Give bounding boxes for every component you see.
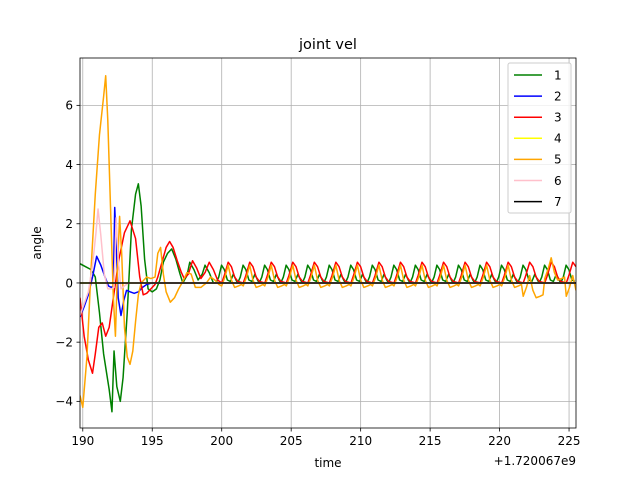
x-tick-label: 225: [558, 434, 581, 448]
y-axis-label: angle: [30, 226, 44, 259]
legend-label-3: 3: [554, 111, 562, 125]
y-tick-label: −4: [55, 395, 73, 409]
plot-frame: [79, 57, 577, 429]
x-tick-label: 205: [280, 434, 303, 448]
x-tick-label: 220: [488, 434, 511, 448]
x-axis-label: time: [314, 456, 341, 470]
legend-label-1: 1: [554, 68, 562, 82]
legend-label-7: 7: [554, 195, 562, 209]
x-tick-label: 195: [141, 434, 164, 448]
y-tick-label: 6: [65, 99, 73, 113]
y-tick-label: 0: [65, 276, 73, 290]
y-tick-label: 2: [65, 217, 73, 231]
axis-ticks: 190 195 200 205 210 215 220 225 −4 −2 0 2 4 6: [55, 99, 580, 448]
series-line-6: [80, 208, 576, 316]
legend: 1 2 3 4 5 6 7: [507, 62, 572, 214]
chart-title: joint vel: [298, 37, 357, 53]
legend-label-2: 2: [554, 89, 562, 103]
x-tick-label: 200: [210, 434, 233, 448]
x-tick-label: 190: [71, 434, 94, 448]
series-line-5: [80, 75, 576, 409]
x-tick-label: 215: [419, 434, 442, 448]
y-tick-label: 4: [65, 158, 73, 172]
series-layer: [80, 75, 576, 413]
legend-label-4: 4: [554, 132, 562, 146]
legend-label-6: 6: [554, 174, 562, 188]
x-tick-label: 210: [349, 434, 372, 448]
legend-label-5: 5: [554, 153, 562, 167]
x-axis-offset-label: +1.720067e9: [494, 454, 576, 468]
y-tick-label: −2: [55, 335, 73, 349]
